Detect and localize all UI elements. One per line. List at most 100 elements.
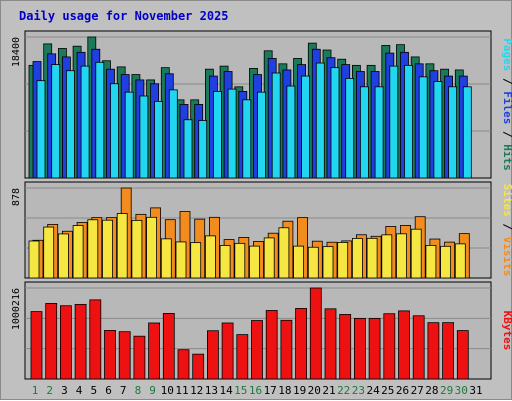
day-label-7: 7 bbox=[120, 384, 127, 397]
bar-sites-day-5 bbox=[87, 219, 99, 279]
bar-kbytes-day-16 bbox=[251, 320, 263, 380]
bar-kbytes-day-12 bbox=[192, 353, 205, 380]
day-label-4: 4 bbox=[76, 384, 83, 397]
bar-sites-day-26 bbox=[396, 233, 407, 279]
bar-pages-day-24 bbox=[374, 86, 384, 179]
bar-pages-day-3 bbox=[66, 70, 75, 179]
bar-sites-day-6 bbox=[102, 219, 113, 279]
bar-sites-day-18 bbox=[278, 227, 290, 279]
day-label-21: 21 bbox=[322, 384, 335, 397]
bar-pages-day-4 bbox=[80, 65, 90, 179]
bar-pages-day-7 bbox=[124, 91, 134, 179]
panel-middle-legend: Sites / Visits bbox=[501, 184, 512, 277]
day-label-8: 8 bbox=[135, 384, 142, 397]
panel-middle-ytick: 878 bbox=[11, 188, 22, 206]
bar-sites-day-4 bbox=[72, 225, 84, 279]
legend-separator: / bbox=[501, 71, 512, 91]
bar-kbytes-day-10 bbox=[162, 313, 175, 380]
day-label-17: 17 bbox=[264, 384, 277, 397]
bar-kbytes-day-8 bbox=[133, 335, 146, 380]
panel-top-ytick: 18400 bbox=[11, 37, 22, 67]
bar-pages-day-27 bbox=[418, 76, 428, 179]
bar-pages-day-22 bbox=[345, 77, 355, 179]
day-label-16: 16 bbox=[249, 384, 262, 397]
bar-pages-day-1 bbox=[36, 80, 46, 179]
day-label-28: 28 bbox=[425, 384, 438, 397]
bar-sites-day-1 bbox=[28, 240, 40, 279]
bar-kbytes-day-29 bbox=[442, 322, 455, 380]
bar-sites-day-23 bbox=[351, 238, 363, 279]
bar-kbytes-day-9 bbox=[148, 322, 161, 380]
bar-kbytes-day-5 bbox=[89, 299, 102, 380]
bar-kbytes-day-15 bbox=[236, 334, 249, 380]
day-label-11: 11 bbox=[175, 384, 188, 397]
bar-sites-day-15 bbox=[234, 242, 246, 279]
bar-pages-day-16 bbox=[257, 91, 266, 179]
bar-kbytes-day-19 bbox=[295, 308, 308, 380]
day-label-5: 5 bbox=[90, 384, 97, 397]
panel-bottom-ytick: 1000216 bbox=[11, 288, 22, 330]
bar-pages-day-19 bbox=[301, 75, 311, 179]
bar-kbytes-day-28 bbox=[427, 322, 440, 380]
day-label-27: 27 bbox=[411, 384, 424, 397]
bar-kbytes-day-7 bbox=[118, 331, 131, 380]
day-label-6: 6 bbox=[105, 384, 112, 397]
bar-sites-day-29 bbox=[440, 245, 452, 279]
bar-pages-day-5 bbox=[95, 61, 105, 179]
bar-kbytes-day-23 bbox=[353, 317, 366, 380]
bar-pages-day-21 bbox=[330, 67, 340, 179]
legend-hits: Hits bbox=[501, 144, 512, 171]
bar-kbytes-day-14 bbox=[221, 322, 234, 380]
day-label-13: 13 bbox=[205, 384, 218, 397]
bar-kbytes-day-4 bbox=[74, 303, 87, 380]
bar-sites-day-21 bbox=[322, 246, 334, 279]
legend-sites: Sites bbox=[501, 184, 512, 217]
bar-kbytes-day-24 bbox=[368, 317, 381, 380]
bar-kbytes-day-21 bbox=[324, 308, 337, 380]
day-label-19: 19 bbox=[293, 384, 306, 397]
legend-separator: / bbox=[501, 124, 512, 144]
bar-pages-day-12 bbox=[198, 120, 208, 179]
bar-kbytes-day-1 bbox=[30, 311, 43, 380]
bar-pages-day-26 bbox=[404, 64, 413, 179]
legend-separator: / bbox=[501, 217, 512, 237]
bar-kbytes-day-22 bbox=[339, 314, 352, 380]
day-label-22: 22 bbox=[337, 384, 350, 397]
bar-sites-day-12 bbox=[190, 242, 202, 279]
bar-pages-day-17 bbox=[271, 72, 281, 179]
bar-sites-day-3 bbox=[58, 233, 69, 279]
bar-kbytes-day-6 bbox=[104, 330, 116, 380]
bar-pages-day-11 bbox=[183, 119, 193, 179]
bar-sites-day-13 bbox=[204, 235, 216, 279]
bar-pages-day-29 bbox=[448, 86, 458, 179]
bar-sites-day-19 bbox=[293, 245, 305, 279]
bar-sites-day-25 bbox=[381, 234, 393, 279]
legend-pages: Pages bbox=[501, 38, 512, 71]
bar-sites-day-27 bbox=[410, 228, 422, 279]
day-label-3: 3 bbox=[61, 384, 68, 397]
bar-pages-day-30 bbox=[462, 86, 472, 179]
day-label-24: 24 bbox=[366, 384, 380, 397]
day-label-20: 20 bbox=[308, 384, 321, 397]
bar-sites-day-7 bbox=[116, 213, 128, 279]
bar-sites-day-24 bbox=[366, 237, 378, 279]
bar-pages-day-10 bbox=[168, 89, 178, 179]
bar-kbytes-day-11 bbox=[177, 349, 190, 380]
bar-pages-day-28 bbox=[433, 81, 443, 179]
bar-pages-day-15 bbox=[242, 99, 252, 179]
bar-pages-day-9 bbox=[154, 100, 164, 179]
bar-kbytes-day-2 bbox=[45, 303, 58, 380]
day-label-9: 9 bbox=[149, 384, 156, 397]
panel-bottom-legend: KBytes bbox=[501, 311, 512, 351]
bar-kbytes-day-30 bbox=[456, 330, 469, 380]
chart-title: Daily usage for November 2025 bbox=[19, 9, 229, 23]
bar-sites-day-28 bbox=[425, 245, 437, 279]
bar-kbytes-day-18 bbox=[280, 319, 293, 380]
day-label-23: 23 bbox=[352, 384, 365, 397]
bar-sites-day-17 bbox=[263, 237, 275, 279]
legend-kbytes: KBytes bbox=[501, 311, 512, 351]
bar-sites-day-14 bbox=[219, 245, 231, 279]
bar-pages-day-25 bbox=[389, 65, 399, 179]
